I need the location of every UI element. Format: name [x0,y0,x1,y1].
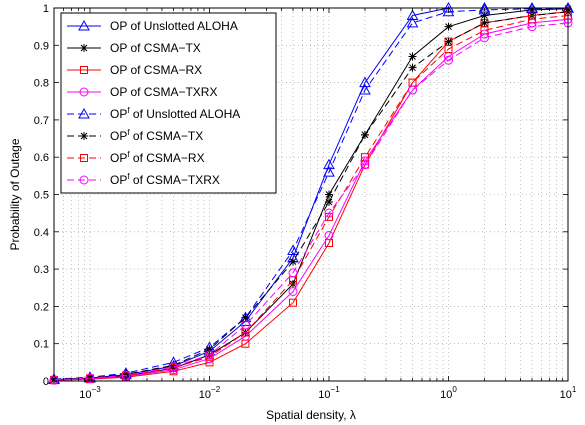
y-tick-label: 1 [43,3,49,15]
data-point [444,45,453,54]
x-tick-label: 10−1 [318,385,340,401]
data-point [204,350,214,360]
data-point [444,37,453,46]
y-axis-label: Probability of Outage [8,138,22,250]
y-tick-label: 0.9 [34,40,49,52]
x-tick-label: 100 [440,385,457,401]
legend-label: OPf of Unslotted ALOHA [110,106,240,121]
data-point [289,298,298,307]
legend-label: OP of Unslotted ALOHA [110,19,238,33]
data-point [360,130,369,139]
data-point [444,22,453,31]
legend-marker [79,175,89,185]
legend-marker [80,44,88,52]
series-line [53,15,569,381]
legend-entry: OP of Unslotted ALOHA [67,19,238,33]
legend-entry: OPf of CSMA−TX [67,128,203,143]
data-point [323,166,335,177]
data-point [359,84,371,95]
data-point [478,3,491,15]
data-point [121,370,130,379]
data-point [443,55,453,65]
series-line [53,11,569,380]
x-axis-label: Spatial density, λ [266,408,356,422]
data-point [527,22,537,32]
legend-label: OPf of CSMA−RX [110,150,205,165]
y-tick-label: 0.4 [34,227,49,239]
series-8 [49,18,573,385]
series-line [53,22,569,381]
data-point [480,18,489,27]
legend-marker [78,19,90,31]
data-point [85,373,95,383]
legend-entry: OP of CSMA−RX [67,63,202,77]
series-line [53,18,569,381]
data-point [240,320,250,330]
legend-label: OPf of CSMA−TXRX [110,172,220,187]
legend-label: OP of CSMA−RX [110,63,202,77]
data-point [406,9,419,20]
legend-marker [80,132,88,140]
data-point [408,85,418,95]
data-point [323,158,335,170]
legend-entry: OP of CSMA−TX [67,41,201,55]
y-tick-label: 0 [43,376,49,388]
data-point [289,257,298,266]
data-point [205,345,214,354]
data-point [324,231,334,241]
data-point [408,52,417,61]
legend-label: OP of CSMA−TX [110,41,201,55]
legend-label: OPf of CSMA−TX [110,128,203,143]
data-point [479,33,489,43]
y-tick-label: 0.6 [34,152,49,164]
legend-entry: OP of CSMA−TXRX [67,85,217,99]
data-point [324,208,334,218]
legend-entry: OPf of CSMA−RX [67,150,205,165]
data-point [241,313,250,322]
data-point [406,16,419,28]
legend-box [60,12,277,194]
legend-marker [80,154,88,162]
y-tick-label: 0.2 [34,301,49,313]
series-line [53,7,569,380]
legend-marker [79,87,89,97]
legend-label: OP of CSMA−TXRX [110,85,217,99]
legend-marker [78,107,90,119]
data-point [359,76,371,88]
y-tick-label: 0.7 [34,115,49,127]
data-point [288,268,298,278]
data-point [442,5,455,17]
legend-entry: OPf of Unslotted ALOHA [67,106,240,121]
data-point [324,190,333,199]
data-point [360,160,370,170]
y-tick-label: 0.8 [34,78,49,90]
ticks [53,7,569,382]
y-tick-label: 0.5 [34,190,49,202]
x-tick-label: 10−3 [79,385,101,401]
data-point [408,63,417,72]
data-point [169,362,179,372]
data-point [288,286,298,296]
data-point [324,197,333,206]
legend: OP of Unslotted ALOHA OP of CSMA−TX OP of … [60,12,277,194]
legend-entry: OPf of CSMA−TXRX [67,172,220,187]
y-tick-label: 0.1 [34,339,49,351]
y-tick-label: 0.3 [34,264,49,276]
x-tick-label: 101 [560,385,577,401]
tick-labels: 0 0.1 0.2 0.3 0.4 0.5 0.6 0.7 0.8 0.9 1 10−3 10−2 10−… [34,3,577,401]
data-point [480,11,489,20]
data-point [169,361,178,370]
data-point [287,244,299,255]
x-tick-label: 10−2 [199,385,221,401]
legend-marker [80,66,88,74]
